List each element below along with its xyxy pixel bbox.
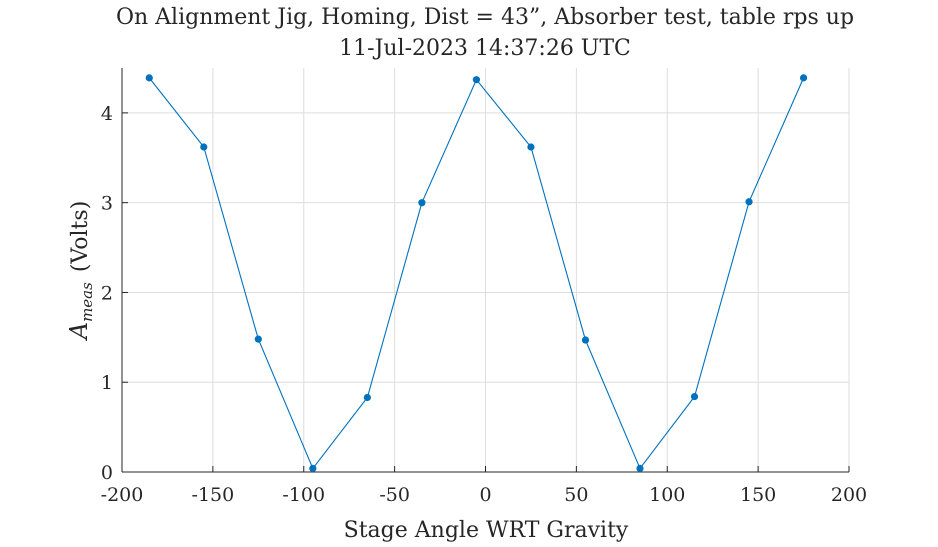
data-point [745,198,753,206]
data-point [145,74,153,82]
data-point [200,143,208,151]
x-tick-label: -200 [101,484,144,506]
y-tick-label: 4 [101,103,113,125]
chart-title: On Alignment Jig, Homing, Dist = 43”, Ab… [116,5,854,30]
x-tick-label: -100 [282,484,325,506]
y-tick-label: 0 [101,462,113,484]
data-point [690,392,699,401]
axes [121,68,850,473]
data-point [254,335,262,343]
data-point [418,199,426,207]
y-axis-label-subscript: meas [78,282,96,322]
data-series [145,74,808,473]
data-point [472,76,481,84]
x-tick-label: 100 [649,484,685,506]
y-tick-label: 3 [101,193,113,215]
data-point [527,143,535,151]
x-tick-label: -50 [379,484,410,506]
x-tick-label: 0 [479,484,491,506]
x-tick-labels: -200 -150 -100 -50 0 50 100 150 200 [101,484,867,506]
y-tick-label: 1 [101,372,113,394]
data-point [363,393,371,402]
y-axis-label-units: (Volts) [68,201,93,272]
x-tick-label: 50 [564,484,588,506]
data-point [799,74,808,82]
data-point [309,464,317,473]
y-tick-labels: 0 1 2 3 4 [101,103,113,484]
x-tick-label: -150 [192,484,235,506]
x-tick-label: 200 [831,484,867,506]
data-point [636,464,644,473]
chart-subtitle: 11-Jul-2023 14:37:26 UTC [339,36,631,61]
y-axis-label: Ameas (Volts) [65,201,96,342]
y-axis-label-symbol: A [65,322,93,341]
y-tick-label: 2 [101,282,113,304]
x-tick-label: 150 [740,484,776,506]
x-axis-label: Stage Angle WRT Gravity [344,518,629,543]
data-point [581,336,590,344]
